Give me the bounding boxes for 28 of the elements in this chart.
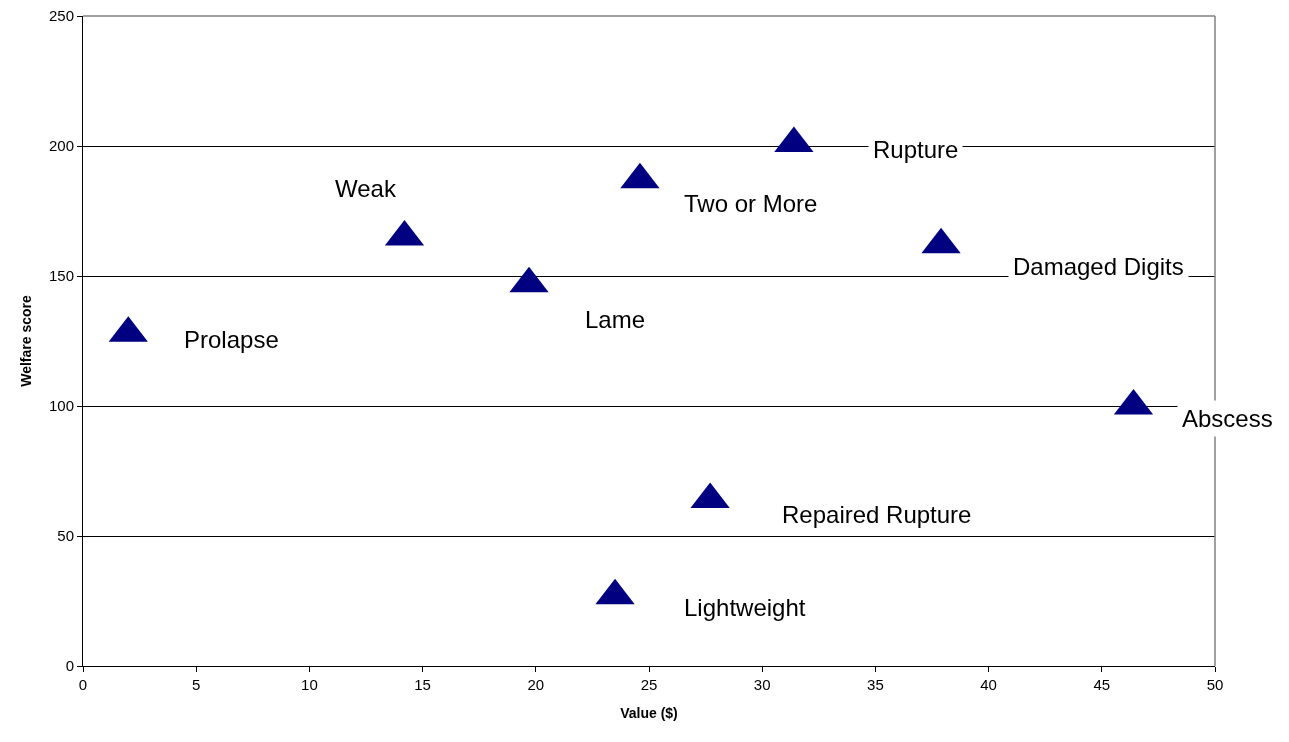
annotation: Rupture xyxy=(873,136,959,163)
x-tick-label: 35 xyxy=(867,676,884,693)
x-tick-label: 15 xyxy=(414,676,431,693)
y-tick-label: 250 xyxy=(48,7,74,25)
annotation: Lame xyxy=(585,306,646,333)
y-tick-label: 0 xyxy=(65,657,74,675)
annotation: Repaired Rupture xyxy=(782,501,972,528)
x-tick-label: 20 xyxy=(527,676,545,693)
x-tick-label: 40 xyxy=(980,676,997,693)
annotation: Prolapse xyxy=(184,326,279,353)
x-tick-label: 0 xyxy=(78,676,88,693)
y-tick-label: 200 xyxy=(48,137,74,155)
x-tick-label: 25 xyxy=(640,676,658,693)
x-axis-title: Value ($) xyxy=(620,705,678,721)
y-tick-label: 50 xyxy=(57,527,74,545)
x-tick-label: 45 xyxy=(1093,676,1111,693)
x-tick-label: 10 xyxy=(301,676,318,693)
x-tick-label: 30 xyxy=(753,676,771,693)
annotation: Abscess xyxy=(1182,405,1273,432)
y-tick-label: 150 xyxy=(48,267,74,285)
x-tick-label: 50 xyxy=(1206,676,1224,693)
annotation: Damaged Digits xyxy=(1013,253,1184,280)
y-axis-title: Welfare score xyxy=(17,295,34,387)
y-tick-label: 100 xyxy=(48,397,74,415)
annotation: Two or More xyxy=(684,190,818,217)
annotation: Lightweight xyxy=(684,594,806,621)
x-tick-label: 5 xyxy=(192,676,201,693)
annotation: Weak xyxy=(335,175,397,202)
